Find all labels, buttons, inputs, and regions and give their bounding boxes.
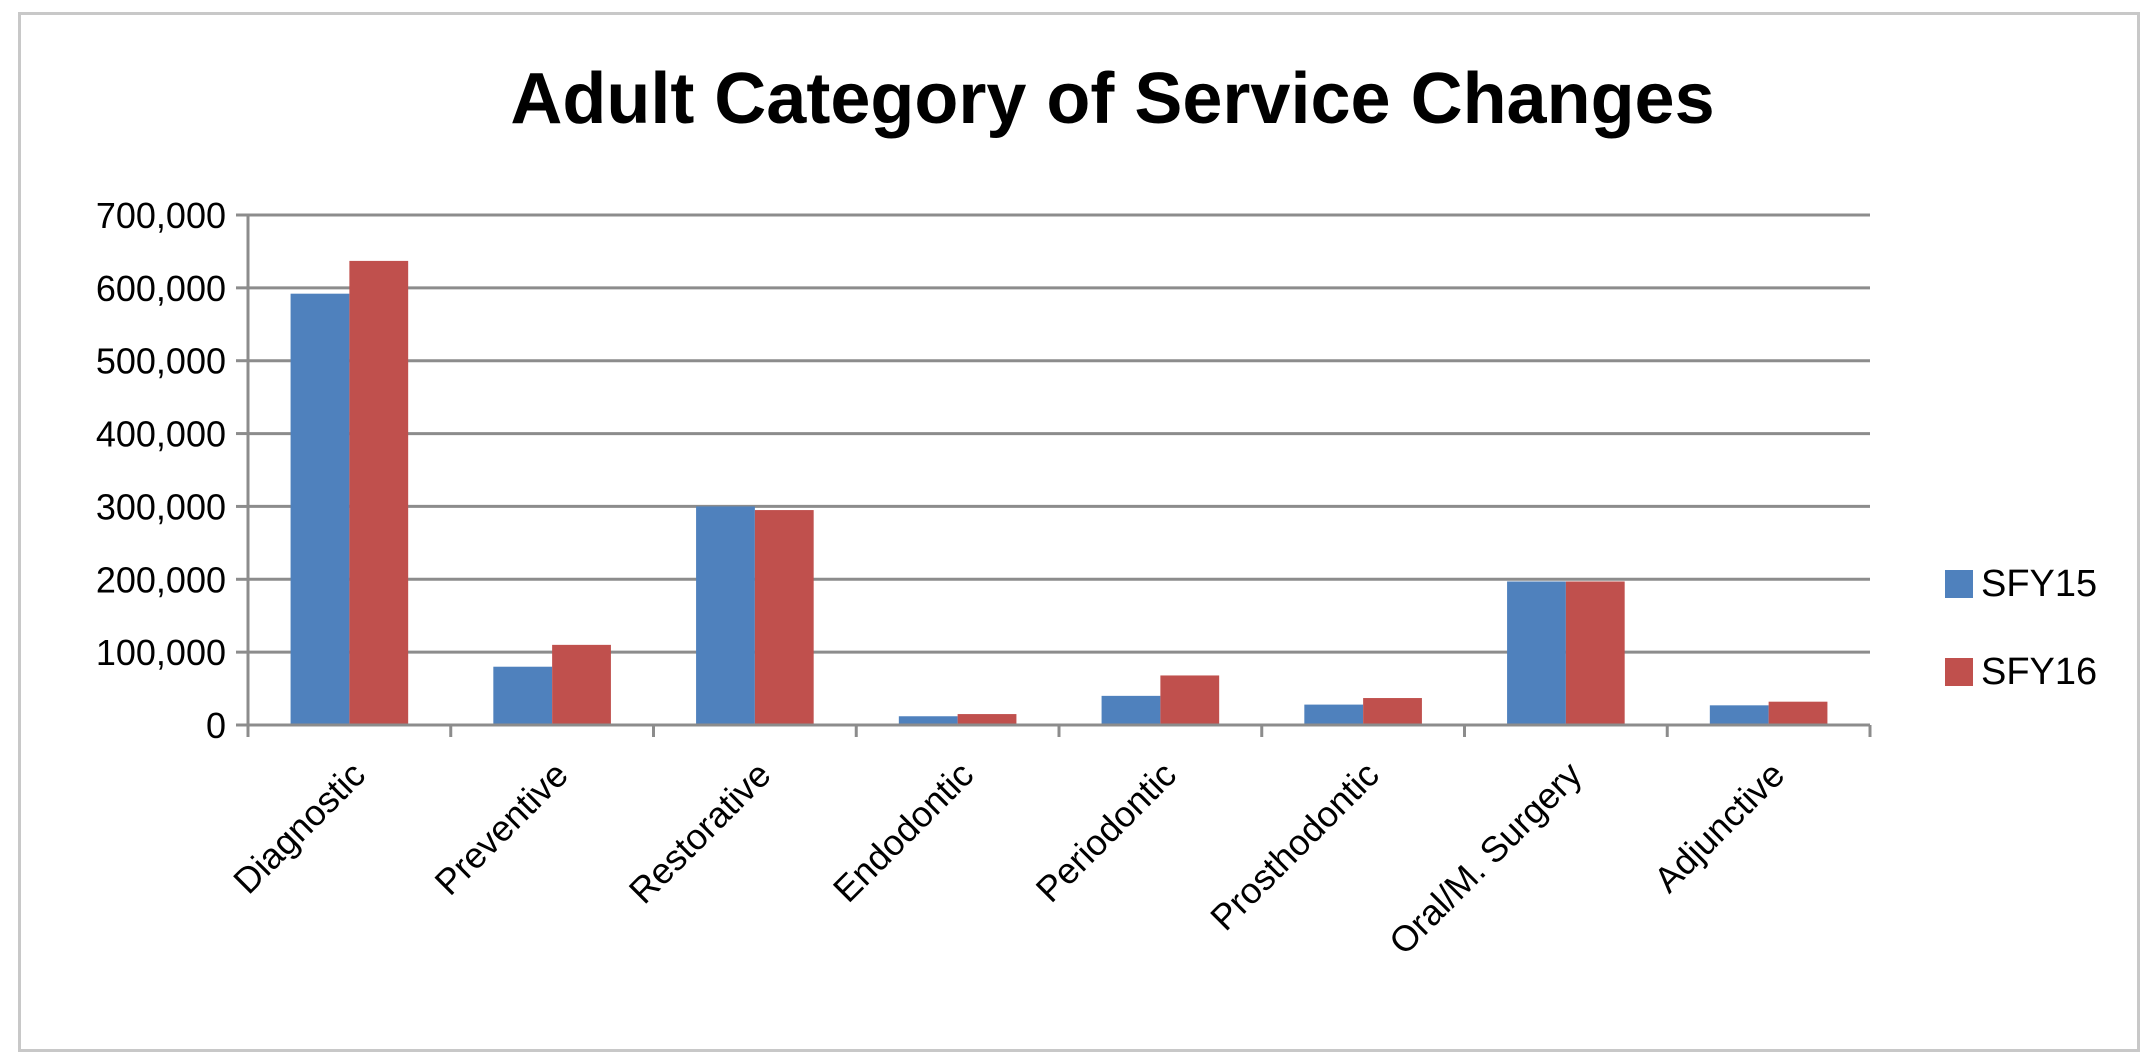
x-tick-label: Endodontic [825, 754, 981, 910]
legend-item-series-1: SFY16 [1945, 628, 2097, 716]
legend-swatch-series-0 [1945, 570, 1973, 598]
bar-sfy16-5 [1363, 698, 1422, 725]
bar-sfy16-4 [1160, 675, 1220, 725]
bar-sfy15-7 [1709, 705, 1769, 725]
gridlines [248, 213, 1870, 654]
bars [290, 260, 1828, 725]
legend-label-series-0: SFY15 [1981, 562, 2098, 605]
bar-sfy15-6 [1507, 581, 1566, 725]
y-tick-label: 100,000 [96, 632, 226, 673]
legend: SFY15 SFY16 [1945, 540, 2097, 716]
bar-sfy16-1 [552, 644, 611, 725]
bar-sfy16-7 [1768, 701, 1828, 725]
axes [236, 213, 1872, 737]
x-tick-label: Preventive [427, 754, 576, 903]
bar-sfy16-2 [754, 510, 814, 725]
y-tick-label: 700,000 [96, 195, 226, 236]
bar-sfy15-2 [696, 506, 755, 725]
y-tick-label: 500,000 [96, 341, 226, 382]
bar-sfy16-6 [1565, 581, 1625, 725]
y-axis-ticks: 0 100,000 200,000 300,000 400,000 500,000 600,… [96, 195, 226, 746]
bar-sfy16-0 [349, 260, 409, 725]
bar-sfy15-0 [290, 293, 350, 725]
bar-sfy15-1 [493, 666, 553, 725]
y-tick-label: 300,000 [96, 486, 226, 527]
legend-swatch-series-1 [1945, 658, 1973, 686]
bar-sfy15-5 [1304, 704, 1364, 725]
bar-sfy15-3 [898, 716, 958, 725]
y-tick-label: 0 [206, 705, 226, 746]
legend-item-series-0: SFY15 [1945, 540, 2097, 628]
x-tick-label: Restorative [621, 754, 779, 912]
x-tick-label: Adjunctive [1646, 754, 1792, 900]
y-tick-label: 400,000 [96, 414, 226, 455]
y-tick-label: 200,000 [96, 559, 226, 600]
x-tick-label: Prosthodontic [1202, 754, 1387, 939]
x-tick-label: Oral/M. Surgery [1381, 754, 1590, 963]
x-axis-labels: Diagnostic Preventive Restorative Endodonti… [225, 754, 1792, 963]
x-tick-label: Periodontic [1028, 754, 1184, 910]
chart-title: Adult Category of Service Changes [510, 59, 1715, 139]
y-tick-label: 600,000 [96, 268, 226, 309]
x-tick-label: Diagnostic [225, 754, 373, 902]
legend-label-series-1: SFY16 [1981, 650, 2098, 693]
bar-sfy16-3 [957, 714, 1017, 725]
bar-sfy15-4 [1101, 695, 1161, 725]
